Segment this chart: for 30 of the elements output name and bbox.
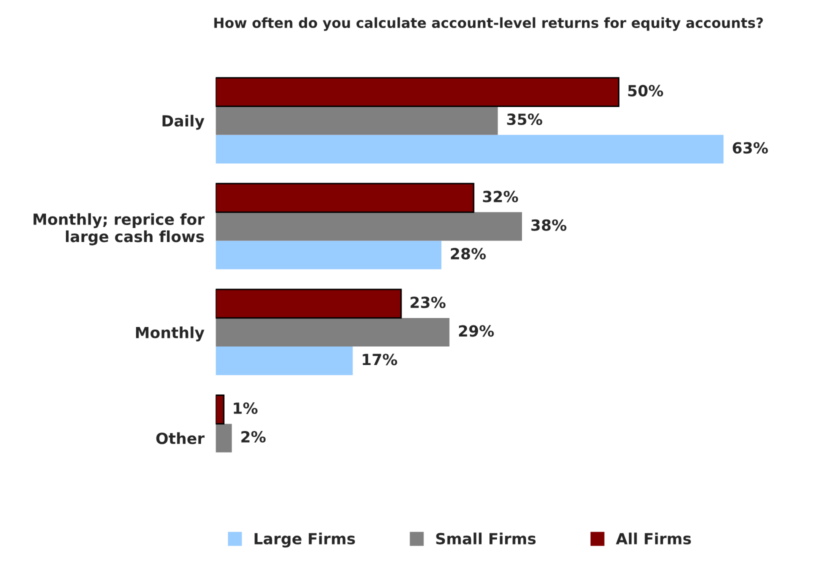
bar — [216, 182, 474, 213]
data-label: 35% — [507, 113, 542, 126]
chart-title: How often do you calculate account-level returns for equity accounts? — [214, 17, 763, 31]
bar — [216, 134, 724, 164]
y-tick-label: Monthly — [136, 326, 204, 342]
legend-label: Large Firms — [254, 532, 355, 548]
legend-label: All Firms — [616, 532, 691, 544]
data-label: 38% — [531, 219, 566, 231]
bar — [216, 346, 353, 376]
bar — [216, 288, 402, 319]
y-tick-label: Daily — [162, 114, 204, 130]
data-label: 23% — [410, 296, 446, 308]
bar — [216, 106, 498, 135]
y-tick-label: Other — [156, 432, 205, 444]
bar — [216, 318, 450, 347]
bar — [216, 77, 620, 108]
y-tick-label: Monthly; reprice for large cash flows — [34, 213, 205, 246]
data-label: 1% — [234, 402, 258, 414]
bar — [216, 424, 232, 452]
bar — [216, 240, 442, 270]
data-label: 63% — [732, 142, 768, 154]
data-label: 17% — [362, 354, 398, 366]
data-label: 32% — [482, 190, 518, 202]
bar — [216, 212, 522, 241]
bar — [216, 394, 224, 425]
data-label: 28% — [450, 248, 486, 260]
data-label: 2% — [241, 430, 266, 443]
legend-label: Small Firms — [436, 532, 536, 544]
data-label: 29% — [458, 325, 494, 337]
data-label: 50% — [628, 84, 664, 96]
